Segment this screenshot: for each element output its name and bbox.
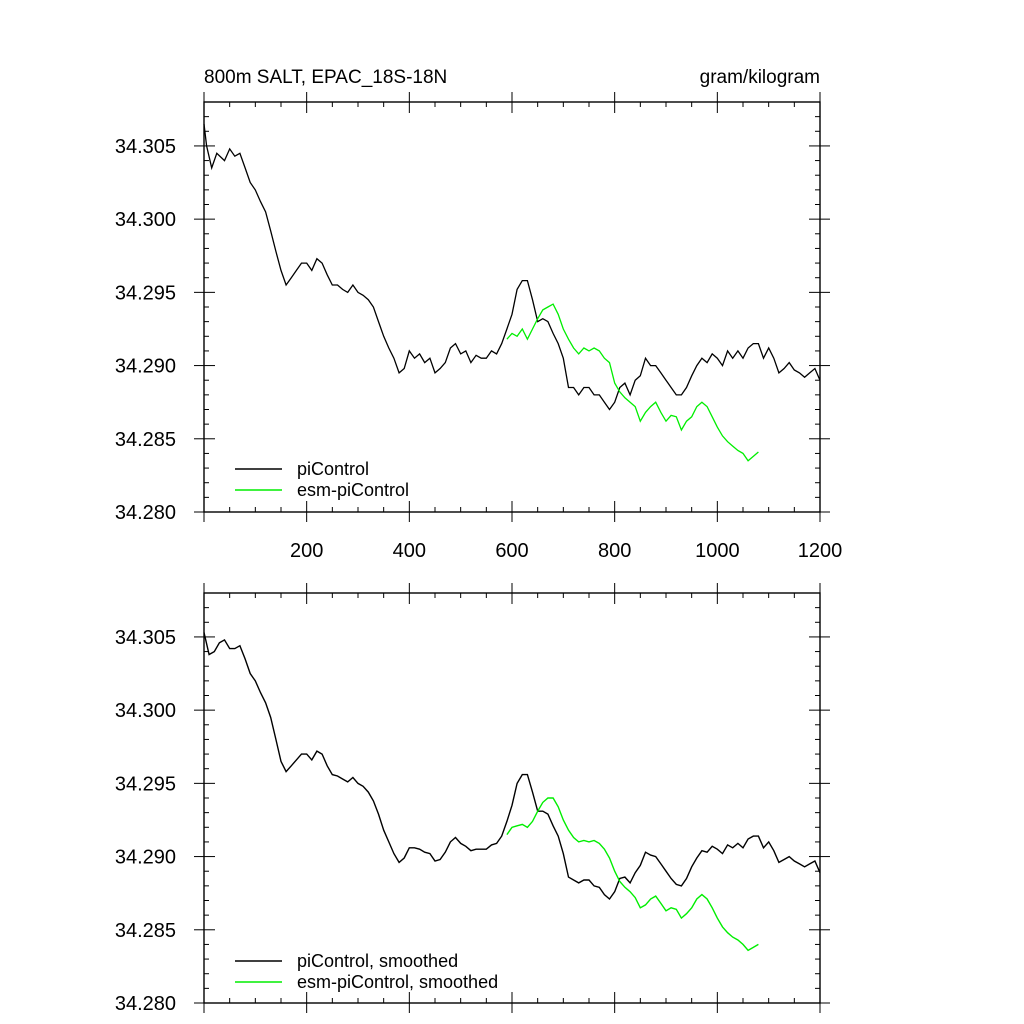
top-panel: 800m SALT, EPAC_18S-18N gram/kilogram 34… — [115, 67, 842, 562]
x-tick-label: 1000 — [695, 540, 740, 562]
series-line-esm-picontrol — [506, 303, 759, 462]
series-line-picontrol — [203, 123, 821, 411]
bottom-panel-ticks — [194, 583, 830, 1013]
y-tick-label: 34.285 — [115, 920, 176, 942]
y-tick-label: 34.280 — [115, 502, 176, 524]
bottom-panel-y-tick-labels: 34.280 34.285 34.290 34.295 34.300 34.305 — [115, 627, 176, 1015]
bottom-panel-series — [203, 632, 821, 952]
series-line-picontrol-smoothed — [203, 632, 821, 901]
x-tick-label: 600 — [495, 540, 528, 562]
top-panel-title: 800m SALT, EPAC_18S-18N — [204, 67, 447, 88]
x-tick-label: 1200 — [798, 540, 843, 562]
legend-label-esm-picontrol-smoothed: esm-piControl, smoothed — [297, 972, 498, 992]
bottom-panel-frame — [203, 592, 821, 1004]
y-tick-label: 34.305 — [115, 136, 176, 158]
y-tick-label: 34.295 — [115, 282, 176, 304]
top-panel-y-tick-labels: 34.280 34.285 34.290 34.295 34.300 34.305 — [115, 136, 176, 524]
legend-label-esm-picontrol: esm-piControl — [297, 480, 409, 500]
y-tick-label: 34.285 — [115, 429, 176, 451]
top-panel-legend: piControl esm-piControl — [235, 459, 409, 500]
y-tick-label: 34.300 — [115, 700, 176, 722]
x-tick-label: 200 — [290, 540, 323, 562]
top-panel-series — [203, 123, 821, 462]
top-panel-ticks — [194, 92, 830, 522]
y-tick-label: 34.290 — [115, 847, 176, 869]
top-panel-x-tick-labels: 200 400 600 800 1000 1200 — [290, 540, 842, 562]
bottom-panel: 34.280 34.285 34.290 34.295 34.300 34.305 piC… — [115, 583, 830, 1015]
x-tick-label: 400 — [393, 540, 426, 562]
legend-label-picontrol-smoothed: piControl, smoothed — [297, 951, 458, 971]
y-tick-label: 34.295 — [115, 773, 176, 795]
bottom-panel-legend: piControl, smoothed esm-piControl, smoot… — [235, 951, 498, 992]
y-tick-label: 34.280 — [115, 993, 176, 1015]
series-line-esm-picontrol-smoothed — [506, 797, 759, 952]
y-tick-label: 34.300 — [115, 209, 176, 231]
legend-label-picontrol: piControl — [297, 459, 369, 479]
x-tick-label: 800 — [598, 540, 631, 562]
top-panel-units: gram/kilogram — [700, 67, 820, 88]
top-panel-frame — [203, 101, 821, 513]
y-tick-label: 34.305 — [115, 627, 176, 649]
y-tick-label: 34.290 — [115, 356, 176, 378]
